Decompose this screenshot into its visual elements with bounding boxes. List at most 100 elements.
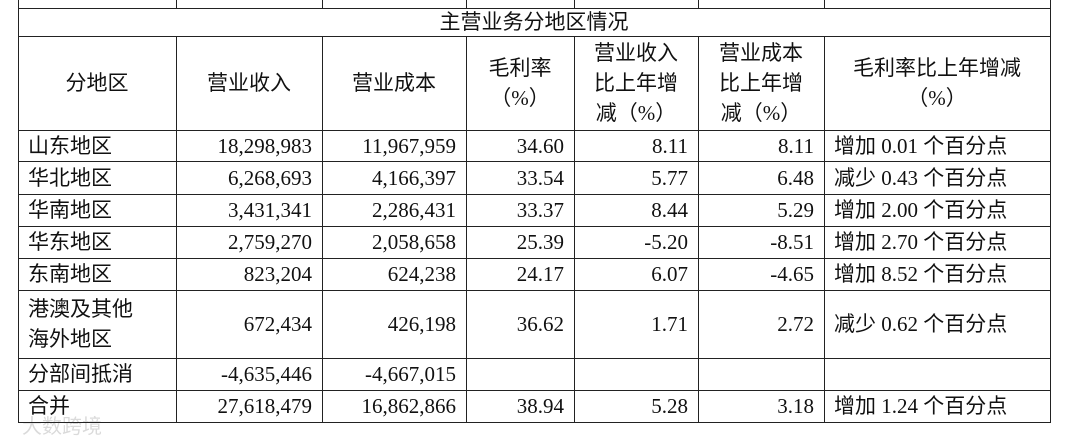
rule xyxy=(18,194,1051,195)
data-cell: 4,166,397 xyxy=(322,161,466,194)
region-cell: 华南地区 xyxy=(18,194,176,226)
header-cell: 毛利率比上年增减 （%） xyxy=(824,36,1050,130)
data-cell: -8.51 xyxy=(698,226,824,258)
watermark: 大数跨境 xyxy=(22,414,102,438)
cell-text: 华东地区 xyxy=(28,230,112,254)
data-cell: 增加 2.70 个百分点 xyxy=(824,226,1050,258)
data-cell: 38.94 xyxy=(466,390,574,422)
data-cell: 24.17 xyxy=(466,258,574,290)
rule xyxy=(698,36,699,422)
region-cell: 分部间抵消 xyxy=(18,358,176,390)
rule xyxy=(18,422,1051,423)
data-cell: 2.72 xyxy=(698,290,824,358)
data-cell: 25.39 xyxy=(466,226,574,258)
data-cell: 36.62 xyxy=(466,290,574,358)
region-cell: 山东地区 xyxy=(18,130,176,161)
data-cell: 增加 8.52 个百分点 xyxy=(824,258,1050,290)
cell-text: -4,635,446 xyxy=(221,362,312,386)
cell-text: （%） xyxy=(490,86,550,110)
data-cell: 3,431,341 xyxy=(176,194,322,226)
rule xyxy=(824,36,825,422)
cell-text: 分地区 xyxy=(65,71,129,95)
data-cell: 18,298,983 xyxy=(176,130,322,161)
cell-text: 1.71 xyxy=(651,312,688,336)
data-cell: -4.65 xyxy=(698,258,824,290)
cell-text: 33.37 xyxy=(516,198,564,222)
data-cell: 5.77 xyxy=(574,161,698,194)
cell-text: 2,058,658 xyxy=(372,230,456,254)
cell-text: 34.60 xyxy=(516,133,564,158)
cell-text: 16,862,866 xyxy=(361,394,457,418)
data-cell: 6,268,693 xyxy=(176,161,322,194)
data-cell: 34.60 xyxy=(466,130,574,161)
region-cell: 港澳及其他 海外地区 xyxy=(18,290,176,358)
data-cell: 8.11 xyxy=(698,130,824,161)
cell-text: 营业成本 xyxy=(719,41,803,65)
cell-text: 2,286,431 xyxy=(372,198,456,222)
rule xyxy=(322,0,323,8)
cell-text: 8.44 xyxy=(651,198,688,222)
cell-text: -4.65 xyxy=(770,262,814,286)
data-cell: 624,238 xyxy=(322,258,466,290)
cell-text: 增加 2.00 个百分点 xyxy=(834,198,1008,222)
cell-text: 4,166,397 xyxy=(372,165,456,190)
data-cell: 2,759,270 xyxy=(176,226,322,258)
cell-text: 减（%） xyxy=(595,101,677,125)
rule xyxy=(1050,0,1051,8)
rule xyxy=(18,390,1051,391)
cell-text: 港澳及其他 xyxy=(28,297,133,321)
cell-text: 营业成本 xyxy=(352,71,436,95)
cell-text: 6,268,693 xyxy=(228,165,312,190)
cell-text: 毛利率比上年增减 xyxy=(853,56,1021,80)
cell-text: 2,759,270 xyxy=(228,230,312,254)
data-cell: 33.54 xyxy=(466,161,574,194)
cell-text: 海外地区 xyxy=(28,327,112,351)
cell-text: 营业收入 xyxy=(594,41,678,65)
cell-text: 减少 0.62 个百分点 xyxy=(834,312,1008,336)
header-cell: 营业收入比上年增减（%） xyxy=(574,36,698,130)
cell-text: 5.28 xyxy=(651,394,688,418)
region-cell: 华东地区 xyxy=(18,226,176,258)
rule xyxy=(824,0,825,8)
cell-text: 东南地区 xyxy=(28,262,112,286)
rule xyxy=(18,36,1051,37)
region-cell: 合并 xyxy=(18,390,176,422)
data-cell: 6.07 xyxy=(574,258,698,290)
cell-text: 合并 xyxy=(28,394,70,418)
rule xyxy=(176,36,177,422)
cell-text: 营业收入 xyxy=(207,71,291,95)
cell-text: 36.62 xyxy=(516,312,564,336)
rule xyxy=(18,258,1051,259)
cell-text: 33.54 xyxy=(516,165,564,190)
cell-text: 减少 0.43 个百分点 xyxy=(834,165,1008,190)
region-cell: 东南地区 xyxy=(18,258,176,290)
data-cell: 672,434 xyxy=(176,290,322,358)
cell-text: 426,198 xyxy=(387,312,456,336)
cell-text: 11,967,959 xyxy=(362,133,456,158)
data-cell: 1.71 xyxy=(574,290,698,358)
rule xyxy=(698,0,699,8)
data-cell: -4,635,446 xyxy=(176,358,322,390)
cell-text: 624,238 xyxy=(387,262,456,286)
rule xyxy=(574,0,575,8)
data-cell: 8.44 xyxy=(574,194,698,226)
rule xyxy=(18,130,1051,131)
cell-text: 5.29 xyxy=(777,198,814,222)
data-cell: 增加 2.00 个百分点 xyxy=(824,194,1050,226)
data-cell: 16,862,866 xyxy=(322,390,466,422)
cell-text: 比上年增 xyxy=(594,71,678,95)
rule xyxy=(466,0,467,8)
cell-text: 38.94 xyxy=(516,394,564,418)
cell-text: （%） xyxy=(907,86,967,110)
cell-text: 3.18 xyxy=(777,394,814,418)
data-cell: 6.48 xyxy=(698,161,824,194)
cell-text: 减（%） xyxy=(720,101,802,125)
cell-text: 823,204 xyxy=(243,262,312,286)
header-cell: 分地区 xyxy=(18,36,176,130)
header-cell: 营业收入 xyxy=(176,36,322,130)
header-cell: 营业成本 比上年增 减（%） xyxy=(698,36,824,130)
cell-text: 672,434 xyxy=(243,312,312,336)
cell-text: 8.11 xyxy=(652,133,688,158)
data-cell: 2,058,658 xyxy=(322,226,466,258)
rule xyxy=(18,0,19,8)
